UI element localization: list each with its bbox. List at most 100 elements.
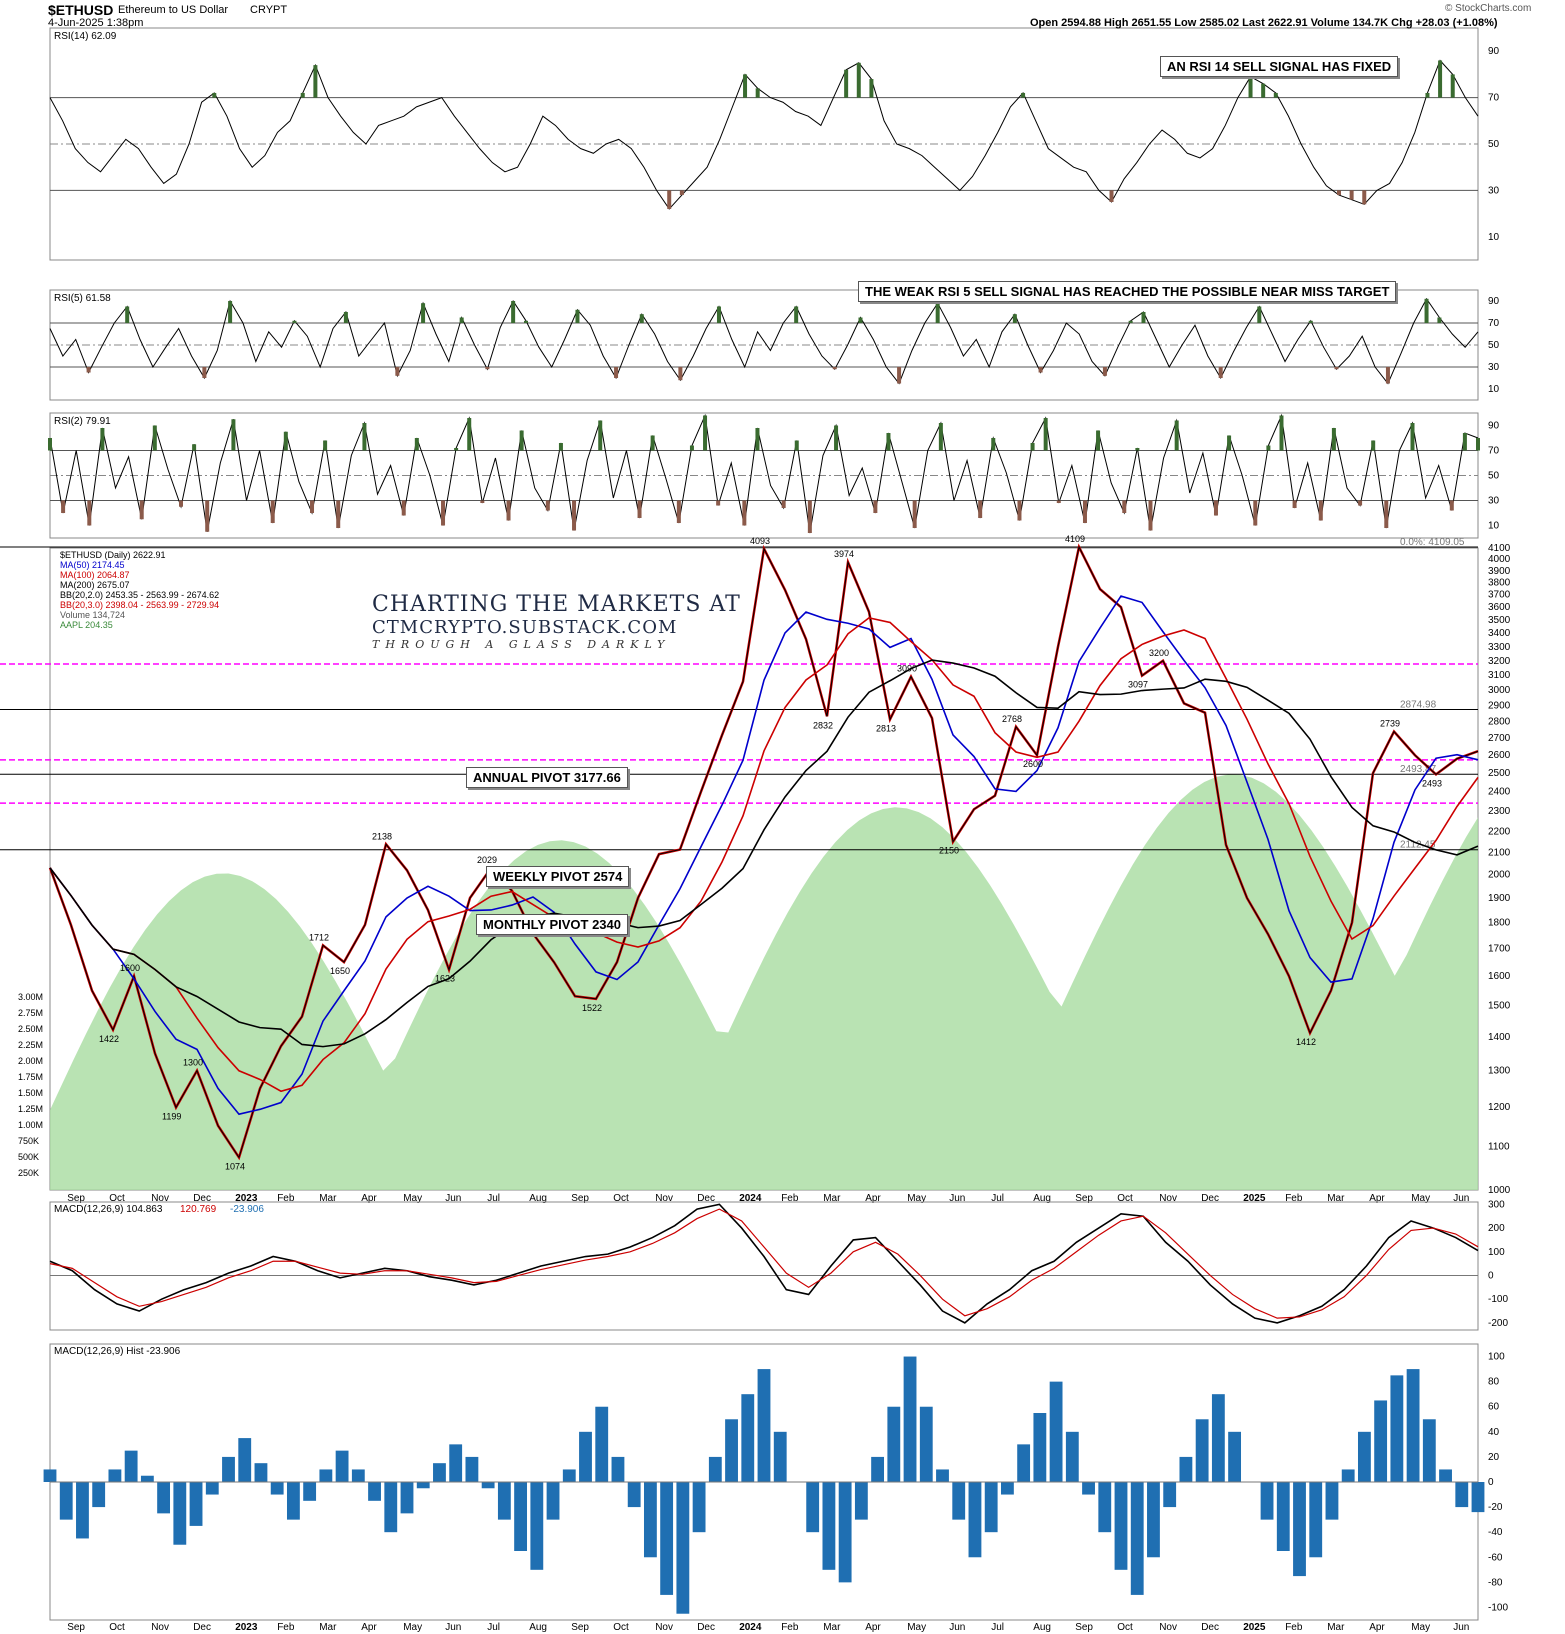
price-tick-label: 3000 bbox=[1488, 685, 1511, 696]
price-line-overlay bbox=[49, 545, 1479, 1159]
fib-level-label: 2493.87 bbox=[1400, 764, 1437, 775]
hist-bar bbox=[368, 1482, 381, 1501]
hist-bar bbox=[1293, 1482, 1306, 1577]
rsi-tick-label: 30 bbox=[1488, 362, 1500, 373]
hist-bar bbox=[1455, 1482, 1469, 1508]
price-annotation: 3090 bbox=[897, 664, 917, 674]
hist-bar bbox=[1195, 1419, 1209, 1482]
price-tick-label: 2800 bbox=[1488, 717, 1511, 728]
hist-bar bbox=[1260, 1482, 1274, 1520]
price-annotation: 2739 bbox=[1380, 719, 1400, 729]
hist-bar bbox=[173, 1482, 187, 1545]
x-axis-label-bottom: Mar bbox=[319, 1622, 337, 1633]
price-legend-entry: Volume 134,724 bbox=[60, 610, 125, 620]
price-annotation: 1412 bbox=[1296, 1037, 1316, 1047]
price-tick-label: 4000 bbox=[1488, 554, 1511, 565]
price-tick-label: 3600 bbox=[1488, 602, 1511, 613]
rsi-tick-label: 70 bbox=[1488, 446, 1500, 457]
hist-bar bbox=[546, 1482, 560, 1520]
hist-bar bbox=[238, 1438, 252, 1482]
price-annotation: 1300 bbox=[183, 1058, 203, 1068]
price-tick-label: 4100 bbox=[1488, 543, 1511, 554]
hist-bar bbox=[838, 1482, 852, 1583]
x-axis-label: Mar bbox=[823, 1193, 841, 1204]
price-annotation: 2600 bbox=[1023, 759, 1043, 769]
hist-bar bbox=[1130, 1482, 1144, 1595]
price-tick-label: 3800 bbox=[1488, 578, 1511, 589]
x-axis-label: Apr bbox=[1369, 1193, 1385, 1204]
hist-bar bbox=[725, 1419, 738, 1482]
x-axis-label: Jun bbox=[445, 1193, 461, 1204]
x-axis-label-bottom: Aug bbox=[1033, 1622, 1051, 1633]
hist-bar bbox=[108, 1469, 122, 1482]
price-legend-entry: AAPL 204.35 bbox=[60, 620, 113, 630]
x-axis-label-bottom: Apr bbox=[865, 1622, 881, 1633]
hist-bar bbox=[140, 1475, 154, 1482]
hist-bar bbox=[660, 1482, 674, 1595]
hist-tick-label: 100 bbox=[1488, 1352, 1505, 1363]
rsi-tick-label: 10 bbox=[1488, 521, 1500, 532]
hist-bar bbox=[1422, 1419, 1436, 1482]
volume-tick-label: 2.75M bbox=[18, 1008, 43, 1018]
x-axis-label: Oct bbox=[613, 1193, 629, 1204]
hist-bar bbox=[157, 1482, 171, 1514]
hist-bar bbox=[1374, 1400, 1388, 1482]
volume-fill bbox=[50, 774, 1478, 1190]
macd-tick-label: 300 bbox=[1488, 1199, 1505, 1210]
price-tick-label: 3200 bbox=[1488, 656, 1511, 667]
x-axis-label-bottom: Dec bbox=[697, 1622, 715, 1633]
x-axis-label: Mar bbox=[1327, 1193, 1345, 1204]
x-axis-label-bottom: Oct bbox=[1117, 1622, 1133, 1633]
price-tick-label: 1000 bbox=[1488, 1185, 1511, 1196]
price-tick-label: 1900 bbox=[1488, 893, 1511, 904]
price-tick-label: 3500 bbox=[1488, 615, 1511, 626]
x-axis-label-bottom: 2024 bbox=[739, 1622, 762, 1633]
x-axis-label: Dec bbox=[1201, 1193, 1219, 1204]
macd-panel-frame bbox=[49, 1201, 1479, 1331]
hist-bar bbox=[59, 1482, 73, 1520]
hist-bar bbox=[1017, 1444, 1031, 1482]
x-axis-label-bottom: Nov bbox=[655, 1622, 673, 1633]
macd-signal-label: 120.769 bbox=[180, 1204, 217, 1215]
chart-instrument-name: Ethereum to US Dollar bbox=[118, 4, 229, 16]
hist-bar bbox=[595, 1406, 609, 1482]
hist-bar bbox=[1065, 1431, 1079, 1482]
x-axis-label-bottom: Sep bbox=[1075, 1622, 1093, 1633]
volume-tick-label: 1.00M bbox=[18, 1120, 43, 1130]
x-axis-label-bottom: Mar bbox=[823, 1622, 841, 1633]
x-axis-label: Feb bbox=[1285, 1193, 1303, 1204]
volume-tick-label: 250K bbox=[18, 1168, 39, 1178]
x-axis-label: Dec bbox=[697, 1193, 715, 1204]
x-axis-label-bottom: Feb bbox=[1285, 1622, 1303, 1633]
fib-level-label: 2874.98 bbox=[1400, 699, 1437, 710]
hist-bar bbox=[497, 1482, 511, 1520]
price-tick-label: 2400 bbox=[1488, 787, 1511, 798]
rsi-tick-label: 70 bbox=[1488, 93, 1500, 104]
hist-bar bbox=[530, 1482, 544, 1570]
hist-bar bbox=[854, 1482, 868, 1520]
hist-bar bbox=[1276, 1482, 1290, 1551]
price-annotation: 2493 bbox=[1422, 778, 1442, 788]
x-axis-label-bottom: Sep bbox=[67, 1622, 85, 1633]
macd-line bbox=[49, 1203, 1479, 1324]
hist-bar bbox=[1325, 1482, 1339, 1520]
x-axis-label-bottom: Nov bbox=[151, 1622, 169, 1633]
hist-bar bbox=[449, 1444, 463, 1482]
hist-tick-label: -100 bbox=[1488, 1602, 1508, 1613]
price-annotation: 4109 bbox=[1065, 534, 1085, 544]
x-axis-label: Jun bbox=[1453, 1193, 1469, 1204]
x-axis-label-bottom: Jun bbox=[949, 1622, 965, 1633]
hist-bar bbox=[1341, 1469, 1355, 1482]
volume-tick-label: 1.25M bbox=[18, 1104, 43, 1114]
price-tick-label: 1800 bbox=[1488, 918, 1511, 929]
hist-bar bbox=[708, 1456, 722, 1482]
x-axis-label-bottom: Dec bbox=[193, 1622, 211, 1633]
x-axis-label-bottom: Apr bbox=[361, 1622, 377, 1633]
rsi-tick-label: 50 bbox=[1488, 471, 1500, 482]
hist-bar bbox=[465, 1456, 479, 1482]
rsi-panel-label: RSI(2) 79.91 bbox=[54, 416, 111, 427]
hist-bar bbox=[400, 1482, 414, 1514]
hist-bar bbox=[1390, 1375, 1404, 1482]
hist-bar bbox=[562, 1469, 576, 1482]
